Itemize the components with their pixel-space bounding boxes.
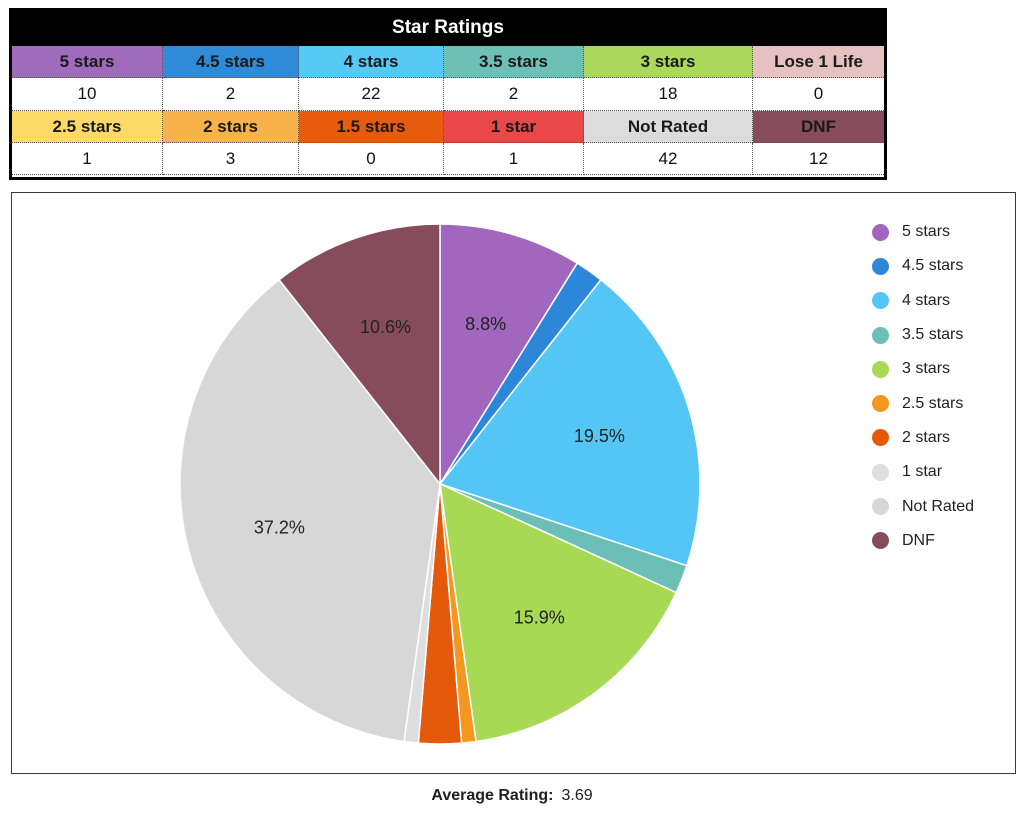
rating-header-cell: 3.5 stars — [444, 46, 584, 78]
rating-header-cell: 2 stars — [163, 111, 299, 143]
legend-label: 4.5 stars — [902, 257, 964, 275]
rating-header-cell: 4.5 stars — [163, 46, 299, 78]
rating-header-cell: 1 star — [444, 111, 584, 143]
pie-slice — [439, 223, 579, 487]
rating-header-cell: DNF — [753, 111, 884, 143]
legend-swatch — [872, 257, 889, 275]
pie-slice-label: 19.5% — [574, 426, 625, 446]
average-rating: Average Rating: 3.69 — [0, 787, 1024, 805]
rating-count-cell: 0 — [753, 78, 884, 111]
rating-header-cell: 1.5 stars — [299, 111, 444, 143]
ratings-grid: 5 stars 4.5 stars 4 stars 3.5 stars 3 stars L… — [12, 46, 884, 177]
pie-slice-label: 37.2% — [254, 517, 305, 537]
legend-label: 2 stars — [902, 428, 951, 446]
legend-label: 2.5 stars — [902, 394, 964, 412]
rating-header-cell: 5 stars — [12, 46, 163, 78]
legend-label: 1 star — [902, 463, 943, 481]
pie-slice — [179, 278, 441, 743]
legend-label: 3.5 stars — [902, 326, 964, 344]
legend-item: 4 stars — [872, 284, 974, 318]
rating-count-cell: 22 — [299, 78, 444, 111]
legend-label: 5 stars — [902, 223, 951, 241]
pie-slice-label: 15.9% — [514, 608, 565, 628]
legend-label: 3 stars — [902, 360, 951, 378]
rating-count-cell: 42 — [584, 143, 753, 175]
rating-count-cell: 12 — [753, 143, 884, 175]
legend-swatch — [872, 532, 889, 550]
average-rating-label: Average Rating: — [431, 787, 554, 804]
rating-count-cell: 3 — [163, 143, 299, 175]
rating-header-cell: 3 stars — [584, 46, 753, 78]
rating-count-cell: 2 — [444, 78, 584, 111]
legend-item: 3.5 stars — [872, 318, 974, 352]
rating-count-cell: 1 — [12, 143, 163, 175]
legend-item: 2.5 stars — [872, 386, 974, 420]
legend-swatch — [872, 498, 889, 516]
average-rating-value: 3.69 — [561, 787, 593, 804]
legend-swatch — [872, 326, 889, 344]
legend-item: 4.5 stars — [872, 249, 974, 283]
legend-item: 1 star — [872, 455, 974, 489]
legend-swatch — [872, 292, 889, 310]
pie-chart-panel: 8.8% 19.5% 15.9% 37.2% 10.6% 5 stars 4.5 star… — [11, 192, 1016, 774]
rating-count-cell: 18 — [584, 78, 753, 111]
rating-count-cell: 0 — [299, 143, 444, 175]
legend-label: Not Rated — [902, 497, 975, 515]
rating-header-cell: Lose 1 Life — [753, 46, 884, 78]
rating-count-cell: 2 — [163, 78, 299, 111]
rating-header-cell: Not Rated — [584, 111, 753, 143]
pie-slice — [278, 223, 441, 487]
rating-header-cell: 2.5 stars — [12, 111, 163, 143]
pie-slice-label: 10.6% — [360, 317, 411, 337]
legend-swatch — [872, 463, 889, 481]
legend-item: 2 stars — [872, 421, 974, 455]
table-title: Star Ratings — [12, 11, 884, 46]
legend-item: 5 stars — [872, 215, 974, 249]
rating-count-cell: 10 — [12, 78, 163, 111]
pie-slice-label: 8.8% — [465, 314, 506, 334]
legend-label: 4 stars — [902, 291, 951, 309]
star-ratings-table: Star Ratings 5 stars 4.5 stars 4 stars 3.5 … — [9, 8, 887, 180]
legend-item: Not Rated — [872, 489, 974, 523]
pie-slice — [438, 278, 701, 567]
legend-swatch — [872, 429, 889, 447]
rating-count-cell: 1 — [444, 143, 584, 175]
rating-header-cell: 4 stars — [299, 46, 444, 78]
legend-swatch — [872, 360, 889, 378]
legend-item: 3 stars — [872, 352, 974, 386]
pie-slice — [439, 482, 678, 743]
legend-swatch — [872, 223, 889, 241]
chart-legend: 5 stars 4.5 stars 4 stars 3.5 stars 3 stars 2… — [872, 215, 974, 558]
legend-label: DNF — [902, 531, 935, 549]
legend-item: DNF — [872, 524, 974, 558]
legend-swatch — [872, 395, 889, 413]
pie-chart: 8.8% 19.5% 15.9% 37.2% 10.6% — [179, 223, 701, 745]
